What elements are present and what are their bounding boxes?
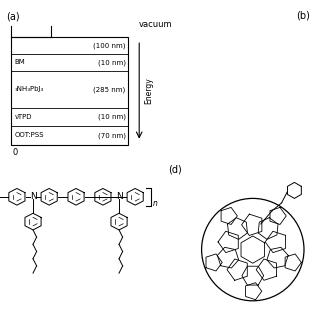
Text: OOT:PSS: OOT:PSS: [14, 132, 44, 139]
Text: (a): (a): [6, 11, 20, 21]
Text: (10 nm): (10 nm): [98, 114, 125, 120]
Text: (100 nm): (100 nm): [93, 42, 125, 49]
Text: n: n: [153, 199, 157, 209]
Text: (70 nm): (70 nm): [98, 132, 125, 139]
Text: νTPD: νTPD: [14, 114, 32, 120]
Text: ₃NH₃PbJ₃: ₃NH₃PbJ₃: [14, 86, 44, 92]
Text: BM: BM: [14, 60, 25, 66]
Text: 0: 0: [13, 148, 18, 157]
Text: (d): (d): [168, 165, 182, 175]
Text: (285 nm): (285 nm): [93, 86, 125, 92]
Bar: [11, 37, 128, 145]
Text: vacuum: vacuum: [138, 20, 172, 29]
Text: (b): (b): [296, 11, 310, 21]
Text: Energy: Energy: [144, 77, 153, 104]
Text: N: N: [116, 192, 123, 201]
Text: (10 nm): (10 nm): [98, 59, 125, 66]
Text: N: N: [30, 192, 36, 201]
